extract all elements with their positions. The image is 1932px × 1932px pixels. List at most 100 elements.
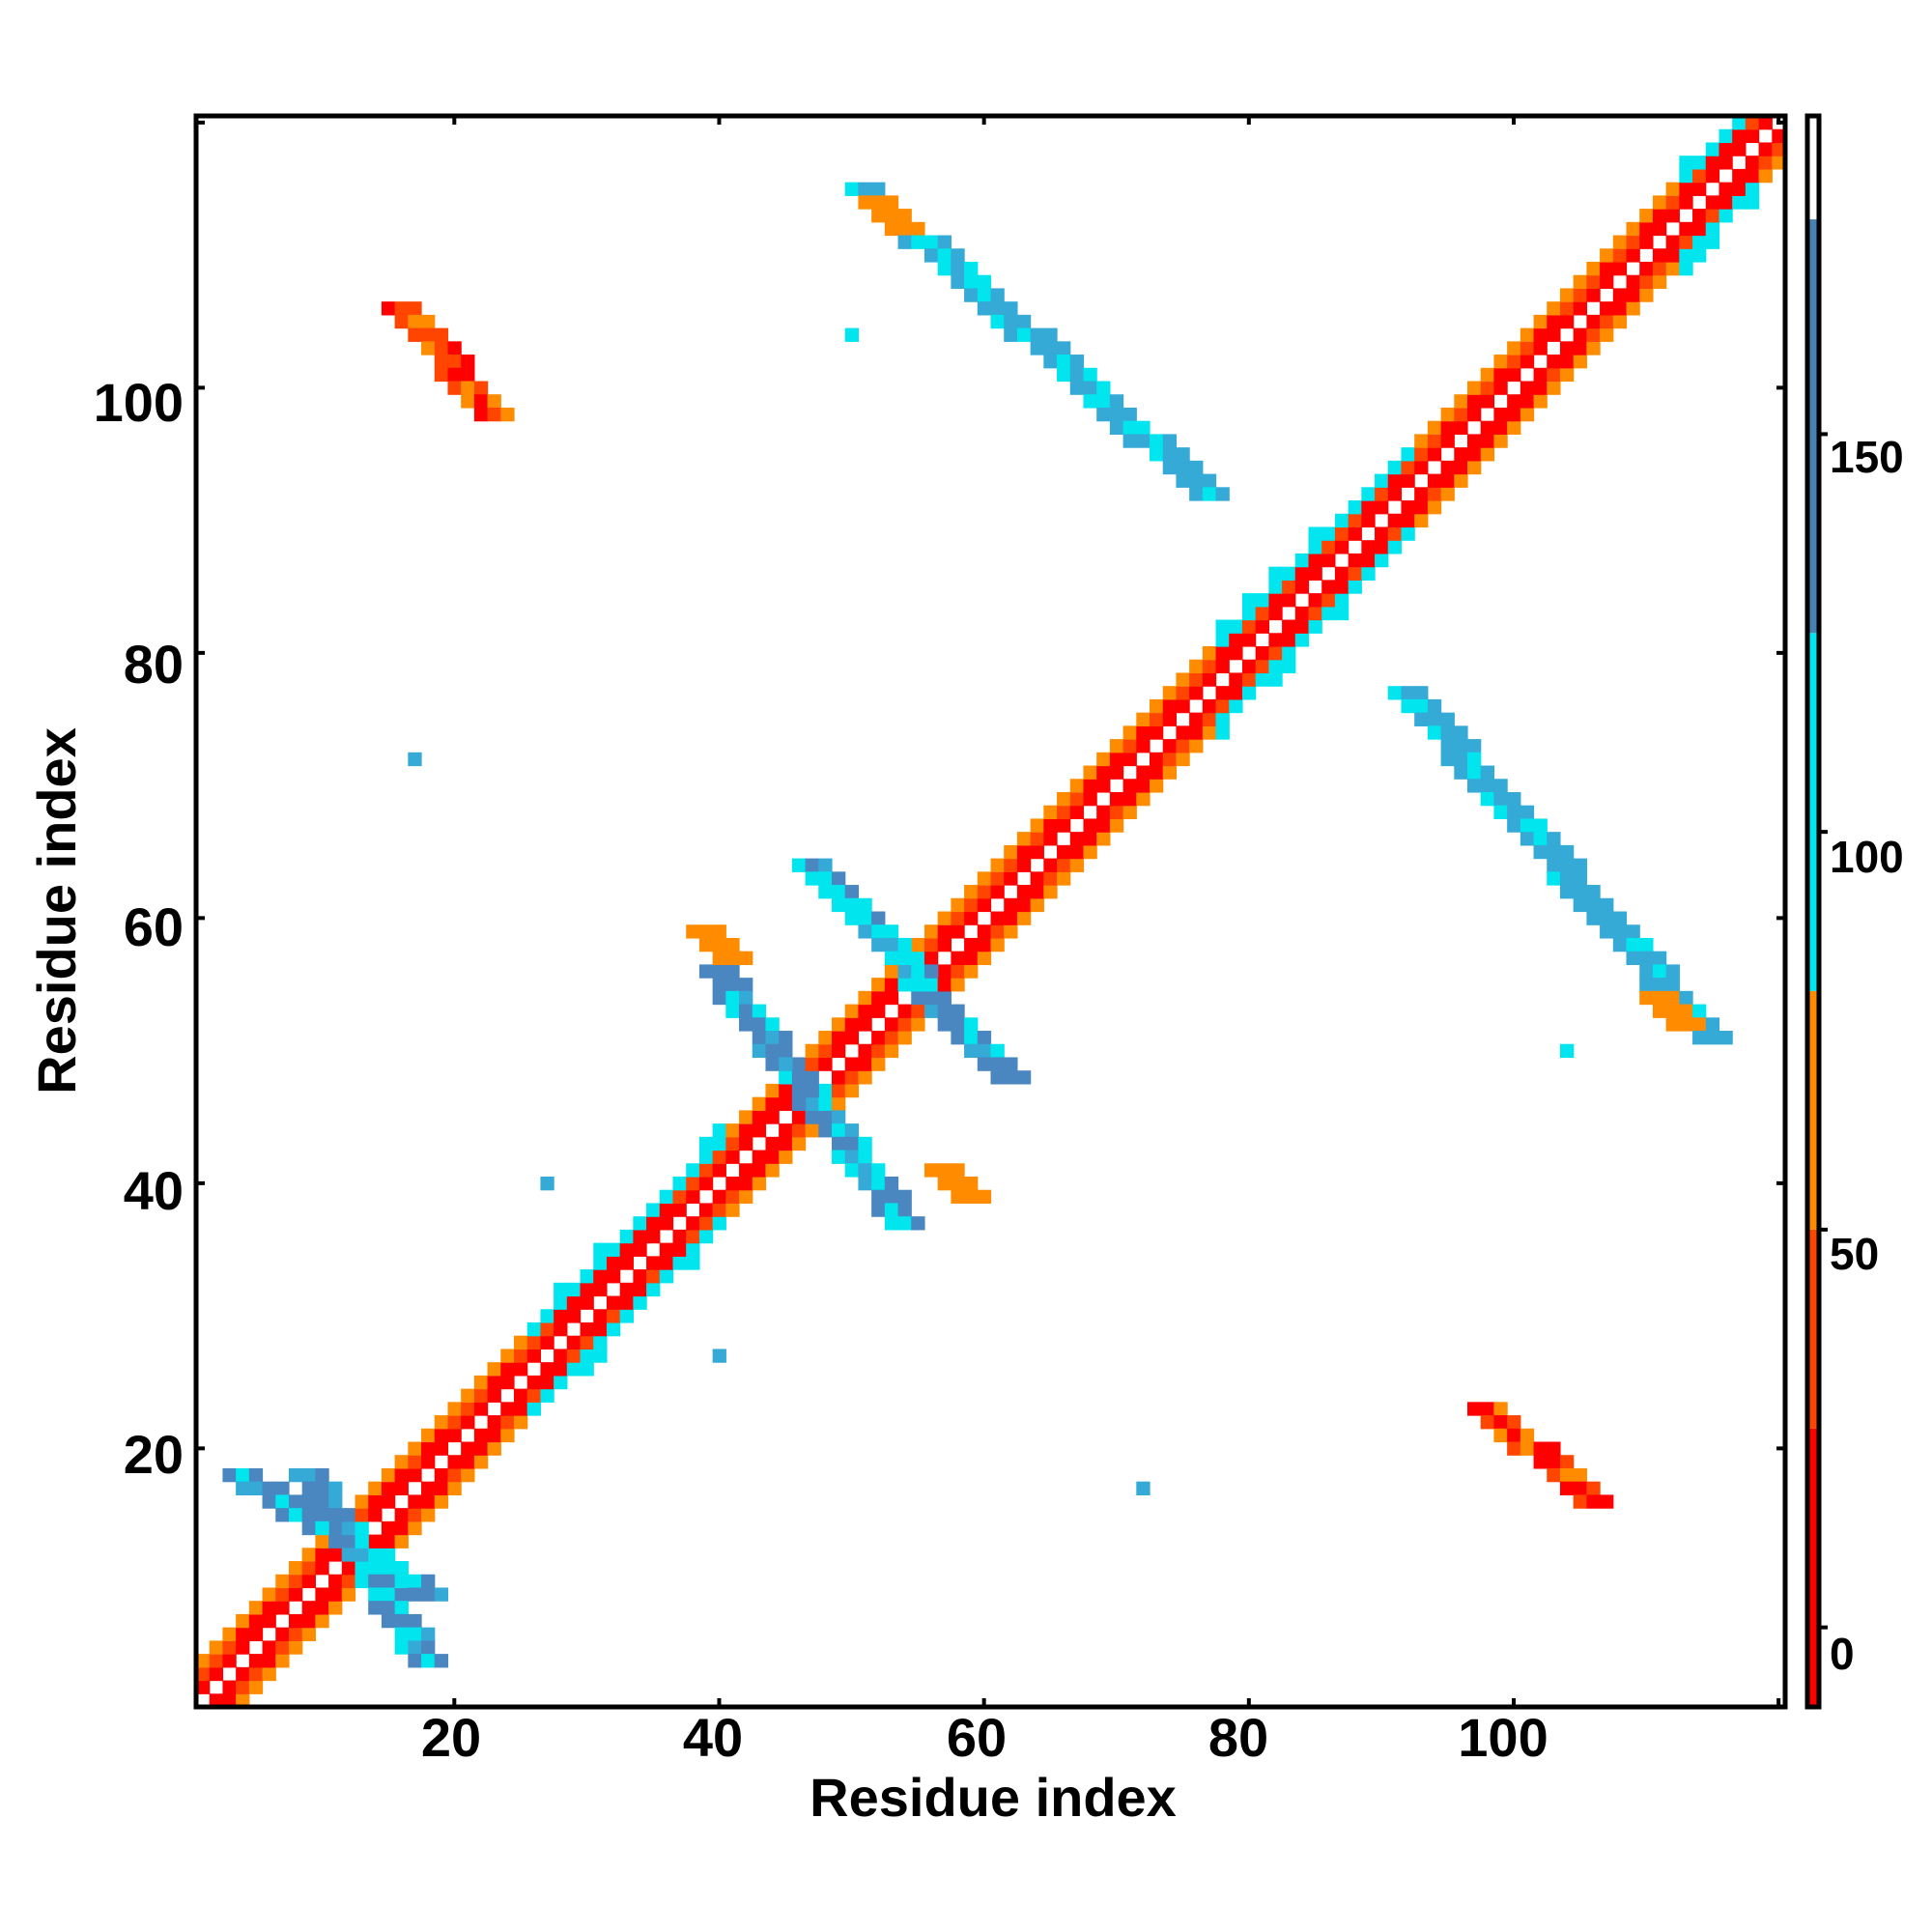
heatmap-cell [447,1467,462,1483]
heatmap-cell [1215,646,1230,661]
heatmap-cell [1600,314,1614,329]
heatmap-cell [1427,500,1442,515]
heatmap-cell [1559,871,1575,886]
heatmap-cell [1096,394,1111,409]
heatmap-cell [1427,698,1442,714]
heatmap-cell [752,1110,767,1124]
heatmap-cell [1772,142,1786,156]
heatmap-cell [977,951,992,965]
heatmap-cell [1547,858,1561,872]
heatmap-cell [1732,116,1747,130]
x-tick-label: 20 [421,1707,481,1768]
heatmap-cell [1176,752,1190,767]
heatmap-cell [897,1203,912,1217]
heatmap-cell [1162,752,1178,767]
heatmap-cell [818,1043,833,1059]
heatmap-cell [739,1004,753,1018]
colorbar-tick-label: 0 [1830,1629,1855,1679]
heatmap-cell [858,1017,872,1032]
heatmap-cell [1308,606,1322,621]
heatmap-cell [858,1057,872,1071]
heatmap-cell [526,1375,542,1390]
heatmap-cell [473,1441,489,1456]
heatmap-cell [659,1269,674,1284]
heatmap-cell [1030,844,1044,860]
heatmap-cell [236,1680,250,1694]
heatmap-cell [1109,818,1124,833]
heatmap-cell [1016,314,1032,329]
heatmap-cell [580,1335,594,1350]
heatmap-cell [540,1177,554,1191]
heatmap-cell [1096,832,1111,846]
heatmap-cell [646,1229,661,1244]
heatmap-cell [1573,897,1587,913]
heatmap-cell [1547,1441,1561,1456]
heatmap-cell [871,1163,886,1178]
heatmap-cell [1375,487,1389,501]
heatmap-cell [540,1375,554,1390]
heatmap-cell [1122,434,1137,448]
heatmap-cell [858,911,872,925]
heatmap-cell [1057,871,1071,886]
heatmap-cell [1612,248,1628,263]
heatmap-cell [1732,142,1747,156]
heatmap-cell [1122,725,1137,740]
heatmap-cell [1454,725,1468,740]
heatmap-cell [1030,885,1044,899]
heatmap-cell [1652,274,1667,290]
plot-frame [193,113,1788,1710]
heatmap-cell [1719,209,1733,223]
heatmap-cell [566,1295,582,1310]
heatmap-cell [977,1057,992,1071]
heatmap-cell [646,1203,661,1217]
heatmap-cell [725,1004,740,1018]
heatmap-cell [911,1216,925,1231]
heatmap-cell [606,1309,621,1323]
heatmap-cell [1030,341,1044,355]
heatmap-cell [500,1402,515,1416]
heatmap-cell [1493,420,1508,435]
heatmap-cell [1189,739,1204,753]
heatmap-cell [514,1362,528,1377]
heatmap-cell [832,897,846,913]
heatmap-cell [752,1004,767,1018]
heatmap-cell [858,195,872,210]
heatmap-cell [408,1508,422,1522]
heatmap-cell [1401,473,1415,488]
heatmap-cell [328,1534,343,1548]
heatmap-cell [1176,739,1190,753]
heatmap-cell [566,1309,582,1323]
heatmap-cell [1507,367,1521,383]
heatmap-cell [1083,779,1097,793]
heatmap-cell [1692,182,1707,196]
heatmap-cell [1467,739,1482,753]
heatmap-cell [964,897,979,913]
heatmap-cell [408,327,422,342]
heatmap-cell [779,1070,793,1085]
heatmap-cell [1057,791,1071,807]
heatmap-cell [977,885,992,899]
heatmap-cell [500,1428,515,1443]
heatmap-cell [1241,593,1257,608]
heatmap-cell [1096,765,1111,780]
heatmap-cell [672,1242,687,1257]
heatmap-cell [381,1587,396,1602]
heatmap-cell [686,924,700,939]
heatmap-cell [381,301,396,316]
heatmap-cell [1427,434,1442,448]
heatmap-cell [1586,911,1601,925]
heatmap-cell [923,1163,939,1178]
heatmap-cell [1375,553,1389,568]
heatmap-cell [712,1189,726,1205]
heatmap-cell [1361,540,1376,554]
heatmap-cell [1454,473,1468,488]
heatmap-cell [897,209,912,223]
heatmap-cell [341,1587,356,1602]
y-axis-title: Residue index [26,727,87,1094]
heatmap-cell [1520,381,1535,395]
heatmap-cell [871,1004,886,1018]
heatmap-cell [593,1242,608,1257]
heatmap-cell [832,1070,846,1085]
y-tick-label: 60 [124,896,184,957]
heatmap-cell [447,1415,462,1430]
